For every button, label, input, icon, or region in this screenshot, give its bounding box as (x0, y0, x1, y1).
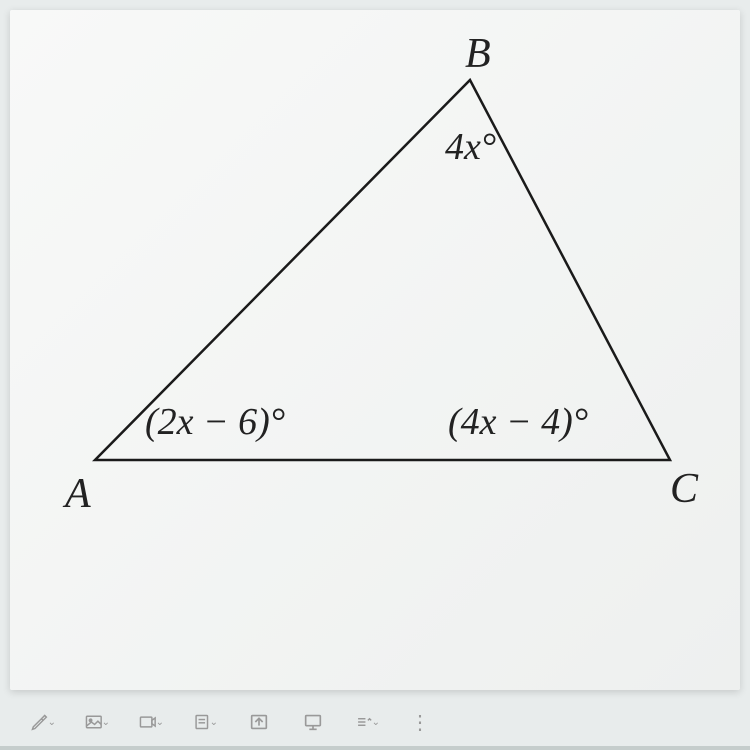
chevron-down-icon: ⌄ (372, 717, 380, 728)
insert-icon[interactable] (246, 709, 272, 735)
window-bottom-border (0, 746, 750, 750)
triangle-diagram: A B C (2x − 6)° 4x° (4x − 4)° (50, 40, 700, 540)
angle-a-expression: (2x − 6)° (145, 400, 285, 444)
brush-icon[interactable]: ⌄ (30, 709, 56, 735)
more-icon[interactable]: ⋮ (408, 709, 434, 735)
chevron-down-icon: ⌄ (102, 717, 110, 728)
chevron-down-icon: ⌄ (210, 717, 218, 728)
angle-b-expression: 4x° (445, 125, 496, 169)
paper-background: A B C (2x − 6)° 4x° (4x − 4)° (10, 10, 740, 690)
menu-icon[interactable]: ⌄ (354, 709, 380, 735)
vertex-b-label: B (465, 30, 491, 78)
image-icon[interactable]: ⌄ (84, 709, 110, 735)
chevron-down-icon: ⌄ (48, 717, 56, 728)
note-icon[interactable]: ⌄ (192, 709, 218, 735)
triangle-svg (50, 40, 700, 540)
editor-toolbar: ⌄ ⌄ ⌄ ⌄ ⌄ ⋮ (20, 702, 730, 742)
chevron-down-icon: ⌄ (156, 717, 164, 728)
present-icon[interactable] (300, 709, 326, 735)
video-icon[interactable]: ⌄ (138, 709, 164, 735)
vertex-c-label: C (670, 465, 698, 513)
angle-c-expression: (4x − 4)° (448, 400, 588, 444)
vertex-a-label: A (65, 470, 91, 518)
